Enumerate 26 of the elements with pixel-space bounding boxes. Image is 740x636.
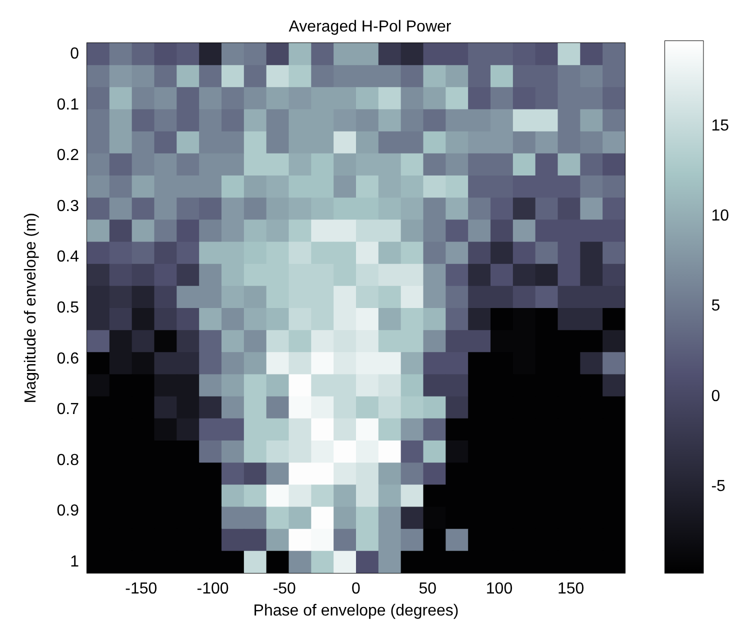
y-tick-label: 0.9 [56, 502, 80, 520]
color-bar-label: 0 [711, 388, 720, 405]
color-bar-label: 5 [711, 298, 720, 315]
x-tick-label: -100 [196, 580, 229, 598]
chart-title: Averaged H-Pol Power [288, 18, 452, 36]
y-tick-label: 0 [70, 46, 80, 63]
x-axis-title: Phase of envelope (degrees) [253, 602, 459, 620]
x-tick-label: -50 [272, 580, 296, 598]
x-tick-label: 100 [486, 580, 513, 598]
y-tick-label: 1 [70, 553, 80, 570]
y-tick-label: 0.2 [56, 147, 80, 164]
y-tick-label: 0.7 [56, 401, 80, 418]
y-tick-label: 0.4 [56, 248, 80, 266]
y-tick-label: 0.3 [56, 198, 80, 215]
color-bar-label: 15 [711, 117, 730, 134]
color-bar-label: -5 [711, 478, 726, 495]
y-tick-label: 0.8 [56, 452, 80, 469]
y-tick-label: 0.6 [56, 350, 80, 368]
x-tick-label: 150 [558, 580, 584, 598]
x-tick-label: -150 [125, 580, 158, 598]
x-tick-label: 0 [352, 580, 361, 598]
y-axis-title: Magnitude of envelope (m) [22, 212, 40, 404]
color-bar-label: 10 [711, 207, 730, 224]
y-tick-label: 0.5 [56, 300, 80, 316]
x-tick-label: 50 [418, 580, 437, 598]
y-tick-label: 0.1 [56, 96, 80, 114]
